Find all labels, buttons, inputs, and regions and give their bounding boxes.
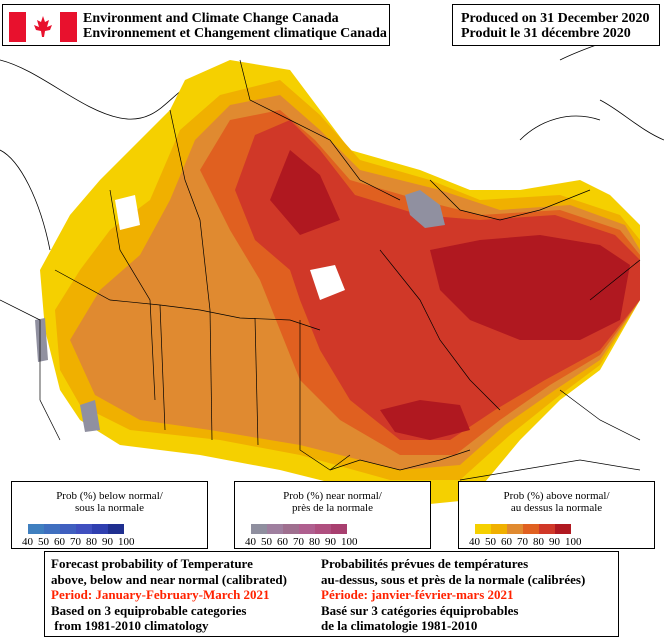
swatch	[28, 524, 44, 534]
field-normal-white	[115, 195, 345, 300]
swatch	[539, 524, 555, 534]
swatch	[44, 524, 60, 534]
probability-fields	[35, 60, 640, 505]
caption-en: Forecast probability of Temperature abov…	[51, 556, 287, 633]
swatch	[523, 524, 539, 534]
swatch	[76, 524, 92, 534]
forecast-caption: Forecast probability of Temperature abov…	[44, 551, 619, 637]
legend-near-title: Prob (%) near normal/ près de la normale	[283, 490, 382, 514]
swatch	[555, 524, 571, 534]
legend-above-swatches	[475, 524, 571, 534]
swatch	[331, 524, 347, 534]
period-fr: Période: janvier-février-mars 2021	[321, 587, 514, 602]
political-boundaries	[0, 59, 641, 481]
swatch	[267, 524, 283, 534]
canada-flag-icon	[9, 12, 77, 42]
swatch	[251, 524, 267, 534]
agency-name-en: Environment and Climate Change Canada	[83, 11, 339, 26]
legend-below-swatches	[28, 524, 124, 534]
legend-above-normal: Prob (%) above normal/ au dessus la norm…	[458, 481, 655, 549]
agency-name-fr: Environnement et Changement climatique C…	[83, 26, 387, 41]
legend-below-title: Prob (%) below normal/ sous la normale	[56, 490, 163, 514]
legend-near-normal: Prob (%) near normal/ près de la normale…	[234, 481, 431, 549]
agency-header: Environment and Climate Change Canada En…	[2, 4, 390, 46]
legend-below-ticks: 40 50 60 70 80 90 100	[22, 536, 135, 548]
swatch	[60, 524, 76, 534]
swatch	[92, 524, 108, 534]
swatch	[299, 524, 315, 534]
legend-above-ticks: 40 50 60 70 80 90 100	[469, 536, 582, 548]
field-90	[270, 150, 630, 440]
production-date-box: Produced on 31 December 2020 Produit le …	[452, 4, 660, 46]
swatch	[491, 524, 507, 534]
legend-near-swatches	[251, 524, 347, 534]
produced-date-fr: Produit le 31 décembre 2020	[461, 26, 631, 41]
swatch	[507, 524, 523, 534]
produced-date-en: Produced on 31 December 2020	[461, 11, 650, 26]
caption-fr: Probabilités prévues de températures au-…	[321, 556, 586, 633]
swatch	[315, 524, 331, 534]
swatch	[108, 524, 124, 534]
legend-above-title: Prob (%) above normal/ au dessus la norm…	[503, 490, 610, 514]
legend-near-ticks: 40 50 60 70 80 90 100	[245, 536, 358, 548]
land-outlines	[0, 29, 664, 251]
legend-below-normal: Prob (%) below normal/ sous la normale 4…	[11, 481, 208, 549]
swatch	[475, 524, 491, 534]
period-en: Period: January-February-March 2021	[51, 587, 270, 602]
swatch	[283, 524, 299, 534]
